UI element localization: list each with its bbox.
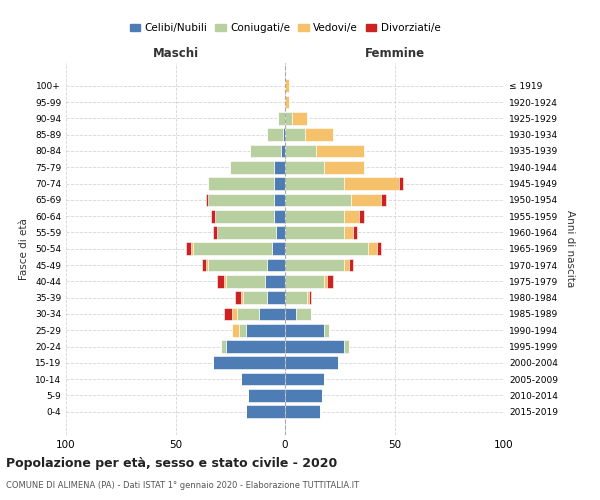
Bar [307,292,309,304]
Bar [325,161,364,173]
Bar [285,128,305,141]
Bar [274,210,285,222]
Bar [326,275,333,287]
Bar [285,96,289,108]
Text: Femmine: Femmine [364,46,425,60]
Bar [208,177,274,190]
Bar [248,389,285,402]
Bar [296,308,311,320]
Bar [232,308,237,320]
Bar [211,210,215,222]
Legend: Celibi/Nubili, Coniugati/e, Vedovi/e, Divorziati/e: Celibi/Nubili, Coniugati/e, Vedovi/e, Di… [125,20,445,38]
Bar [272,242,285,255]
Bar [208,194,274,206]
Bar [344,210,359,222]
Bar [274,161,285,173]
Bar [285,177,344,190]
Bar [285,242,368,255]
Bar [382,194,386,206]
Bar [285,308,296,320]
Bar [239,324,245,336]
Text: COMUNE DI ALIMENA (PA) - Dati ISTAT 1° gennaio 2020 - Elaborazione TUTTITALIA.IT: COMUNE DI ALIMENA (PA) - Dati ISTAT 1° g… [6,481,359,490]
Bar [274,194,285,206]
Bar [285,112,292,124]
Bar [213,226,217,239]
Bar [265,275,285,287]
Bar [281,144,285,158]
Bar [285,406,320,418]
Bar [202,258,206,272]
Bar [221,340,226,353]
Bar [241,292,244,304]
Bar [206,194,208,206]
Bar [224,275,226,287]
Bar [274,177,285,190]
Bar [285,275,325,287]
Bar [276,226,285,239]
Bar [241,373,285,386]
Bar [344,258,349,272]
Bar [193,242,272,255]
Bar [285,144,316,158]
Bar [399,177,403,190]
Bar [344,340,349,353]
Bar [206,258,208,272]
Bar [344,226,353,239]
Y-axis label: Fasce di età: Fasce di età [19,218,29,280]
Bar [217,275,224,287]
Bar [359,210,364,222]
Bar [285,292,307,304]
Bar [309,292,311,304]
Bar [245,324,285,336]
Bar [285,373,325,386]
Bar [230,161,274,173]
Text: Maschi: Maschi [152,46,199,60]
Bar [237,308,259,320]
Bar [283,128,285,141]
Y-axis label: Anni di nascita: Anni di nascita [565,210,575,288]
Bar [325,275,326,287]
Bar [285,194,350,206]
Text: Popolazione per età, sesso e stato civile - 2020: Popolazione per età, sesso e stato civil… [6,458,337,470]
Bar [259,308,285,320]
Bar [349,258,353,272]
Bar [235,292,241,304]
Bar [217,226,276,239]
Bar [213,356,285,369]
Bar [245,406,285,418]
Bar [208,258,268,272]
Bar [325,324,329,336]
Bar [285,210,344,222]
Bar [226,275,265,287]
Bar [285,161,325,173]
Bar [215,210,274,222]
Bar [268,292,285,304]
Bar [350,194,382,206]
Bar [285,340,344,353]
Bar [292,112,307,124]
Bar [285,324,325,336]
Bar [285,80,289,92]
Bar [226,340,285,353]
Bar [305,128,333,141]
Bar [268,258,285,272]
Bar [368,242,377,255]
Bar [285,258,344,272]
Bar [285,356,338,369]
Bar [353,226,357,239]
Bar [250,144,281,158]
Bar [285,389,322,402]
Bar [268,128,283,141]
Bar [187,242,191,255]
Bar [377,242,382,255]
Bar [191,242,193,255]
Bar [232,324,239,336]
Bar [244,292,268,304]
Bar [224,308,232,320]
Bar [316,144,364,158]
Bar [285,226,344,239]
Bar [344,177,399,190]
Bar [278,112,285,124]
